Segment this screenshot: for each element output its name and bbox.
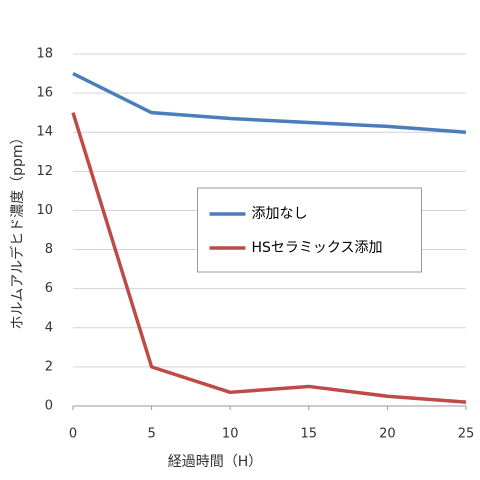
legend-box	[197, 187, 422, 273]
y-tick-label: 14	[36, 125, 53, 140]
y-tick-label: 12	[36, 164, 53, 179]
x-tick-label: 25	[458, 427, 475, 442]
legend-label: HSセラミックス添加	[252, 240, 383, 256]
y-tick-label: 10	[36, 203, 53, 218]
x-tick-label: 15	[301, 427, 318, 442]
y-axis-label: ホルムアルデヒド濃度（ppm）	[9, 131, 26, 330]
x-tick-label: 10	[222, 427, 239, 442]
y-tick-label: 4	[45, 320, 53, 335]
x-tick-label: 0	[69, 427, 77, 442]
y-tick-label: 2	[45, 359, 53, 374]
series-line	[72, 71, 467, 134]
x-tick-label: 20	[379, 427, 396, 442]
y-tick-label: 18	[36, 47, 53, 62]
x-axis-label: 経過時間（H）	[168, 454, 263, 470]
y-tick-label: 0	[45, 399, 53, 414]
y-tick-label: 16	[36, 86, 53, 101]
series-line	[71, 112, 467, 404]
y-tick-label: 8	[45, 242, 53, 257]
y-tick-label: 6	[45, 281, 53, 296]
legend-label: 添加なし	[252, 206, 308, 222]
x-tick-label: 5	[147, 427, 155, 442]
